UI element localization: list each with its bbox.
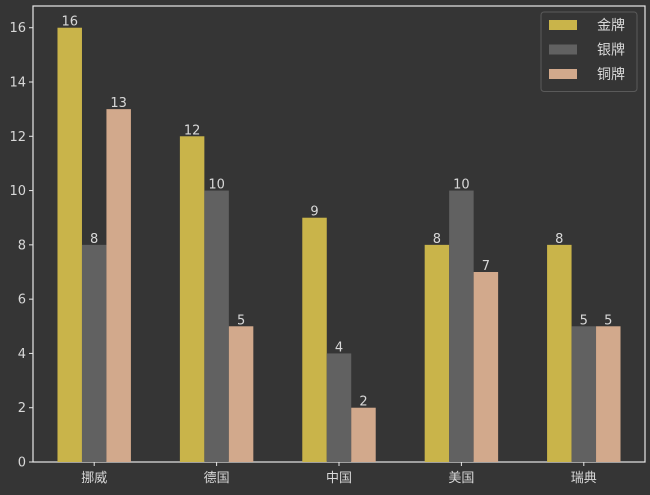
bar-铜牌-德国 xyxy=(228,326,254,462)
legend-swatch-铜牌 xyxy=(549,69,577,79)
bar-金牌-中国 xyxy=(302,217,327,462)
data-label-银牌-挪威: 8 xyxy=(90,232,98,247)
y-tick-label: 8 xyxy=(18,238,26,253)
bar-铜牌-美国 xyxy=(473,272,499,462)
data-label-金牌-美国: 8 xyxy=(433,232,441,247)
y-tick-label: 4 xyxy=(18,347,26,362)
bar-银牌-中国 xyxy=(326,353,352,462)
data-label-铜牌-中国: 2 xyxy=(359,395,367,410)
data-label-金牌-瑞典: 8 xyxy=(555,232,563,247)
legend-swatch-金牌 xyxy=(549,20,577,30)
data-label-银牌-德国: 10 xyxy=(208,178,225,193)
legend-label-银牌: 银牌 xyxy=(597,42,625,59)
y-tick-label: 0 xyxy=(18,456,26,471)
x-axis-ticks: 挪威 德国 中国 美国 瑞典 xyxy=(81,462,597,486)
bar-银牌-瑞典 xyxy=(571,326,597,462)
bar-铜牌-瑞典 xyxy=(596,326,621,462)
bar-金牌-美国 xyxy=(424,244,450,462)
data-label-金牌-中国: 9 xyxy=(310,205,318,220)
bar-铜牌-中国 xyxy=(351,407,376,462)
y-axis-ticks: 0 2 4 6 8 10 12 14 16 xyxy=(9,21,33,471)
bar-金牌-德国 xyxy=(179,136,205,463)
legend-label-金牌: 金牌 xyxy=(597,17,625,34)
data-label-银牌-美国: 10 xyxy=(453,178,470,193)
x-tick-label: 德国 xyxy=(204,471,230,486)
bar-金牌-瑞典 xyxy=(547,244,572,462)
y-tick-label: 14 xyxy=(9,76,26,91)
bar-银牌-德国 xyxy=(204,190,229,463)
bar-铜牌-挪威 xyxy=(106,109,131,463)
bar-银牌-美国 xyxy=(449,190,474,463)
x-tick-label: 中国 xyxy=(326,471,352,486)
bars-group xyxy=(57,27,621,463)
legend-label-铜牌: 铜牌 xyxy=(597,66,625,83)
y-tick-label: 16 xyxy=(9,21,26,36)
data-labels-group: 16 8 13 12 10 5 9 4 2 8 10 7 8 5 5 xyxy=(61,15,612,410)
x-tick-label: 挪威 xyxy=(81,471,107,486)
data-label-金牌-挪威: 16 xyxy=(61,15,78,30)
data-label-银牌-中国: 4 xyxy=(335,340,343,355)
data-label-铜牌-美国: 7 xyxy=(482,259,490,274)
data-label-铜牌-挪威: 13 xyxy=(110,96,127,111)
data-label-铜牌-德国: 5 xyxy=(237,313,245,328)
x-tick-label: 瑞典 xyxy=(571,471,597,486)
y-tick-label: 12 xyxy=(9,130,26,145)
data-label-铜牌-瑞典: 5 xyxy=(604,313,612,328)
y-tick-label: 6 xyxy=(18,293,26,308)
y-tick-label: 2 xyxy=(18,401,26,416)
bar-金牌-挪威 xyxy=(57,27,82,462)
data-label-金牌-德国: 12 xyxy=(184,123,201,138)
legend-swatch-银牌 xyxy=(549,44,577,55)
x-tick-label: 美国 xyxy=(448,471,474,486)
data-label-银牌-瑞典: 5 xyxy=(580,313,588,328)
y-tick-label: 10 xyxy=(9,184,26,199)
bar-银牌-挪威 xyxy=(81,244,107,462)
